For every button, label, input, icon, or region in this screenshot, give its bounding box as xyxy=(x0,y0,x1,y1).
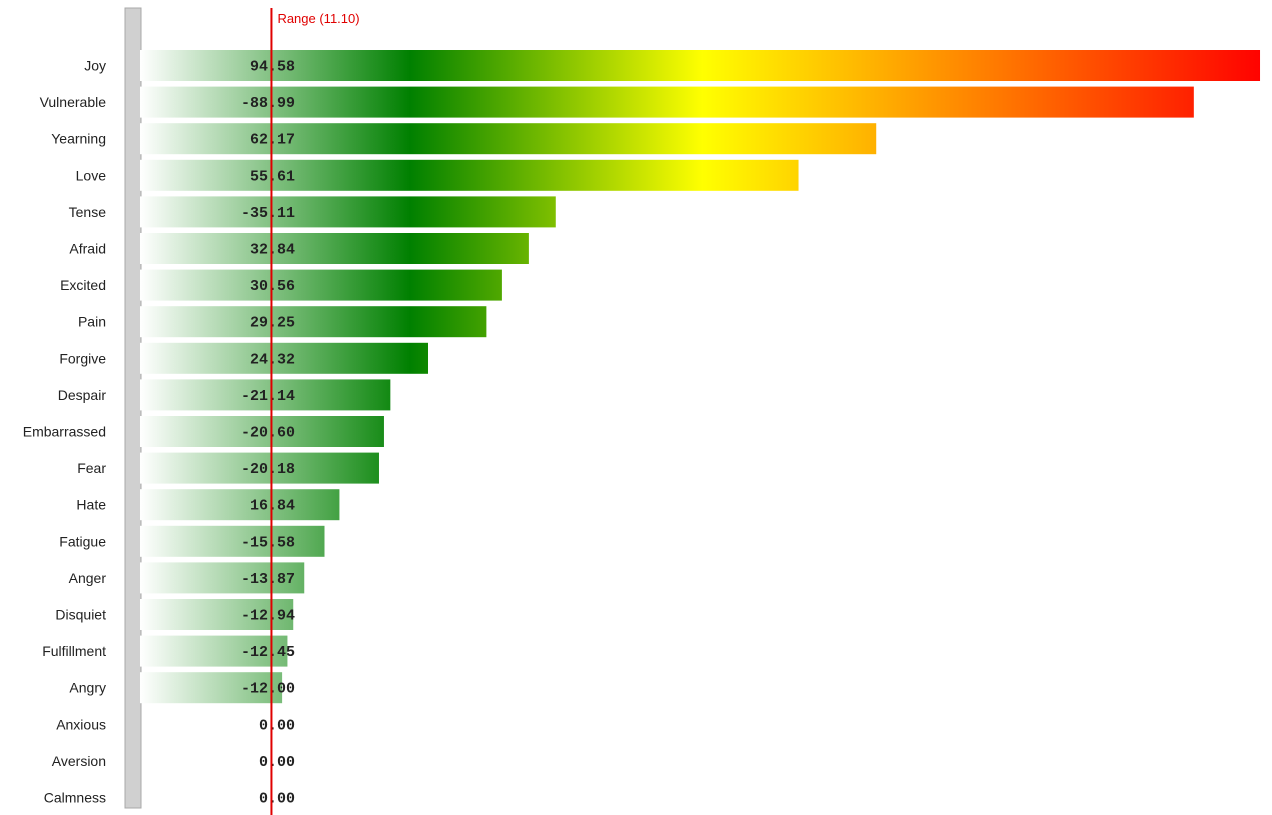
value-label: -35.11 xyxy=(241,205,295,222)
category-label: Fulfillment xyxy=(42,643,106,659)
value-label: 0.00 xyxy=(259,791,295,808)
bar-angry xyxy=(140,672,283,704)
value-label: 30.56 xyxy=(250,278,295,295)
category-label: Angry xyxy=(69,680,106,696)
bar-tense xyxy=(140,196,556,228)
category-labels-group: Joy Vulnerable Yearning Love Tense Afraid Exci… xyxy=(23,58,107,806)
value-label: 29.25 xyxy=(250,315,295,332)
bar-yearning xyxy=(140,123,877,155)
value-label: 16.84 xyxy=(250,498,295,515)
value-label: -12.00 xyxy=(241,681,295,698)
axis-scrollbar[interactable] xyxy=(124,7,142,809)
value-label: 0.00 xyxy=(259,717,295,734)
category-label: Calmness xyxy=(44,790,106,806)
category-label: Pain xyxy=(78,314,106,330)
bar-fatigue xyxy=(140,525,325,557)
value-label: -12.94 xyxy=(241,608,295,625)
value-label: 24.32 xyxy=(250,351,295,368)
category-label: Yearning xyxy=(51,131,106,147)
value-label: -12.45 xyxy=(241,644,295,661)
bar-love xyxy=(140,159,799,191)
value-label: -13.87 xyxy=(241,571,295,588)
category-label: Excited xyxy=(60,277,106,293)
bar-fulfillment xyxy=(140,635,288,667)
bar-excited xyxy=(140,269,502,301)
bar-anger xyxy=(140,562,305,594)
value-label: -20.18 xyxy=(241,461,295,478)
category-label: Vulnerable xyxy=(40,94,107,110)
category-label: Anger xyxy=(69,570,107,586)
bar-joy xyxy=(140,50,1261,81)
value-labels-group: 94.58 -88.99 62.17 55.61 -35.11 32.84 30.56 29.… xyxy=(241,59,295,808)
category-label: Fear xyxy=(77,460,106,476)
bar-disquiet xyxy=(140,599,294,630)
bar-hate xyxy=(140,489,340,521)
value-label: 32.84 xyxy=(250,242,295,259)
category-label: Aversion xyxy=(52,753,106,769)
value-label: -88.99 xyxy=(241,95,295,112)
bar-vulnerable xyxy=(140,86,1194,118)
category-label: Anxious xyxy=(56,716,106,732)
value-label: 94.58 xyxy=(250,59,295,76)
category-label: Disquiet xyxy=(55,607,106,623)
bar-forgive xyxy=(140,342,428,374)
bars-group xyxy=(140,50,1261,704)
value-label: -15.58 xyxy=(241,534,295,551)
category-label: Joy xyxy=(84,58,106,74)
value-label: 0.00 xyxy=(259,754,295,771)
value-label: 62.17 xyxy=(250,132,295,149)
category-label: Forgive xyxy=(59,350,106,366)
category-label: Afraid xyxy=(69,241,106,257)
category-label: Embarrassed xyxy=(23,424,106,440)
category-label: Love xyxy=(76,167,107,183)
bar-afraid xyxy=(140,233,529,264)
bar-embarrassed xyxy=(140,416,384,447)
range-label: Range (11.10) xyxy=(277,11,359,26)
category-label: Fatigue xyxy=(59,533,106,549)
value-label: -20.60 xyxy=(241,425,295,442)
bar-pain xyxy=(140,306,487,338)
category-label: Despair xyxy=(58,387,107,403)
bar-fear xyxy=(140,452,379,484)
category-label: Hate xyxy=(76,497,106,513)
value-label: 55.61 xyxy=(250,168,295,185)
category-label: Tense xyxy=(69,204,107,220)
bar-despair xyxy=(140,379,391,411)
value-label: -21.14 xyxy=(241,388,295,405)
